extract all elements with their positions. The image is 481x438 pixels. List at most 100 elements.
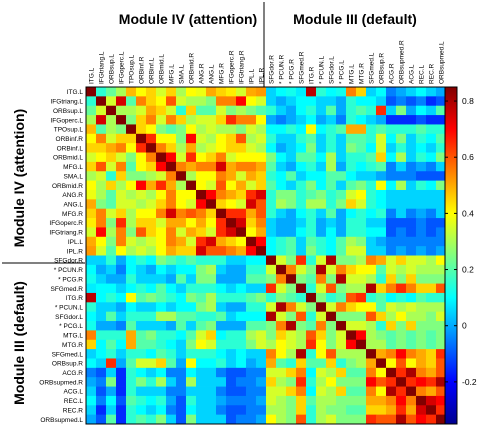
heatmap-cell-8-15 xyxy=(236,161,247,172)
heatmap-cell-4-2 xyxy=(106,124,117,135)
heatmap-cell-0-10 xyxy=(186,87,197,97)
heatmap-cell-22-17 xyxy=(256,292,267,303)
heatmap-cell-29-18 xyxy=(266,358,277,369)
heatmap-cell-16-12 xyxy=(206,236,217,247)
heatmap-cell-11-2 xyxy=(106,189,117,200)
heatmap-cell-33-0 xyxy=(86,395,97,406)
heatmap-cell-9-17 xyxy=(256,171,267,182)
heatmap-cell-18-7 xyxy=(156,255,167,266)
column-label-30: ACG.R xyxy=(389,63,396,84)
heatmap-cell-7-6 xyxy=(146,152,157,163)
heatmap-cell-30-19 xyxy=(276,367,287,378)
heatmap-cell-24-28 xyxy=(366,311,377,322)
heatmap-cell-1-20 xyxy=(286,96,297,107)
heatmap-cell-35-0 xyxy=(86,414,97,425)
heatmap-cell-30-27 xyxy=(356,367,367,378)
heatmap-cell-32-26 xyxy=(346,386,357,397)
heatmap-cell-6-8 xyxy=(166,143,177,153)
heatmap-cell-20-18 xyxy=(266,274,277,284)
colorbar-tick-label-1: 0 xyxy=(462,321,467,331)
heatmap-cell-12-4 xyxy=(126,199,137,210)
heatmap-cell-16-28 xyxy=(366,236,377,247)
heatmap-cell-32-14 xyxy=(226,386,237,397)
heatmap-cell-33-13 xyxy=(216,395,227,406)
heatmap-cell-13-0 xyxy=(86,208,97,219)
heatmap-cell-12-21 xyxy=(296,199,307,210)
heatmap-cell-19-30 xyxy=(386,264,397,275)
heatmap-cell-25-23 xyxy=(316,321,327,331)
row-label-10: ORBmid.R xyxy=(52,183,83,190)
heatmap-cell-20-28 xyxy=(366,274,377,284)
heatmap-cell-24-25 xyxy=(336,311,347,322)
heatmap-cell-23-23 xyxy=(316,302,327,313)
heatmap-cell-22-24 xyxy=(326,292,337,303)
heatmap-cell-32-30 xyxy=(386,386,397,397)
row-label-31: ORBsupmed.R xyxy=(39,379,83,386)
row-label-7: ORBmid.L xyxy=(53,155,83,162)
heatmap-cell-19-6 xyxy=(146,264,157,275)
heatmap-cell-32-3 xyxy=(116,386,127,397)
heatmap-cell-14-14 xyxy=(226,218,237,228)
heatmap-cell-0-11 xyxy=(196,87,207,97)
heatmap-cell-34-22 xyxy=(306,405,317,416)
heatmap-cell-32-1 xyxy=(96,386,107,397)
heatmap-cell-4-18 xyxy=(266,124,277,135)
heatmap-cell-7-14 xyxy=(226,152,237,163)
heatmap-cell-20-27 xyxy=(356,274,367,284)
heatmap-cell-34-16 xyxy=(246,405,257,416)
heatmap-cell-34-17 xyxy=(256,405,267,416)
heatmap-cell-23-30 xyxy=(386,302,397,313)
row-label-25: * PCG.L xyxy=(59,323,83,330)
heatmap-cell-5-15 xyxy=(236,133,247,144)
heatmap-cell-21-28 xyxy=(366,283,377,294)
heatmap-cell-34-18 xyxy=(266,405,277,416)
heatmap-cell-12-34 xyxy=(426,199,437,210)
heatmap-cell-18-28 xyxy=(366,255,377,266)
heatmap-cell-9-15 xyxy=(236,171,247,182)
heatmap-cell-29-1 xyxy=(96,358,107,369)
heatmap-cell-13-32 xyxy=(406,208,417,219)
heatmap-cell-8-9 xyxy=(176,161,187,172)
heatmap-cell-22-14 xyxy=(226,292,237,303)
heatmap-cell-17-13 xyxy=(216,246,227,256)
heatmap-cell-25-10 xyxy=(186,321,197,331)
heatmap-cell-13-3 xyxy=(116,208,127,219)
heatmap-cell-11-29 xyxy=(376,189,387,200)
heatmap-cell-25-13 xyxy=(216,321,227,331)
heatmap-cell-30-11 xyxy=(196,367,207,378)
heatmap-cell-30-29 xyxy=(376,367,387,378)
heatmap-cell-21-0 xyxy=(86,283,97,294)
heatmap-cell-18-34 xyxy=(426,255,437,266)
heatmap-cell-21-25 xyxy=(336,283,347,294)
heatmap-cell-2-13 xyxy=(216,105,227,116)
heatmap-cell-16-9 xyxy=(176,236,187,247)
heatmap-cell-21-21 xyxy=(296,283,307,294)
heatmap-cell-29-14 xyxy=(226,358,237,369)
heatmap-cell-5-29 xyxy=(376,133,387,144)
heatmap-cell-4-16 xyxy=(246,124,257,135)
heatmap-cell-0-17 xyxy=(256,87,267,97)
heatmap-cell-9-7 xyxy=(156,171,167,182)
row-label-21: SFGmed.R xyxy=(50,286,83,293)
heatmap-cell-18-20 xyxy=(286,255,297,266)
heatmap-cell-27-2 xyxy=(106,339,117,350)
heatmap-cell-10-11 xyxy=(196,180,207,191)
heatmap-cell-26-31 xyxy=(396,330,407,341)
module-iii-top-title: Module III (default) xyxy=(293,11,417,27)
heatmap-cell-30-30 xyxy=(386,367,397,378)
heatmap-cell-19-26 xyxy=(346,264,357,275)
heatmap-cell-21-29 xyxy=(376,283,387,294)
heatmap-cell-22-13 xyxy=(216,292,227,303)
heatmap-cell-24-29 xyxy=(376,311,387,322)
heatmap-cell-25-11 xyxy=(196,321,207,331)
heatmap-cell-5-11 xyxy=(196,133,207,144)
heatmap-cell-5-31 xyxy=(396,133,407,144)
heatmap-cell-9-30 xyxy=(386,171,397,182)
heatmap-cell-8-1 xyxy=(96,161,107,172)
heatmap-cell-13-14 xyxy=(226,208,237,219)
heatmap-cell-30-23 xyxy=(316,367,327,378)
heatmap-cell-19-22 xyxy=(306,264,317,275)
heatmap-cell-9-26 xyxy=(346,171,357,182)
heatmap-cell-32-31 xyxy=(396,386,407,397)
heatmap-cell-27-19 xyxy=(276,339,287,350)
